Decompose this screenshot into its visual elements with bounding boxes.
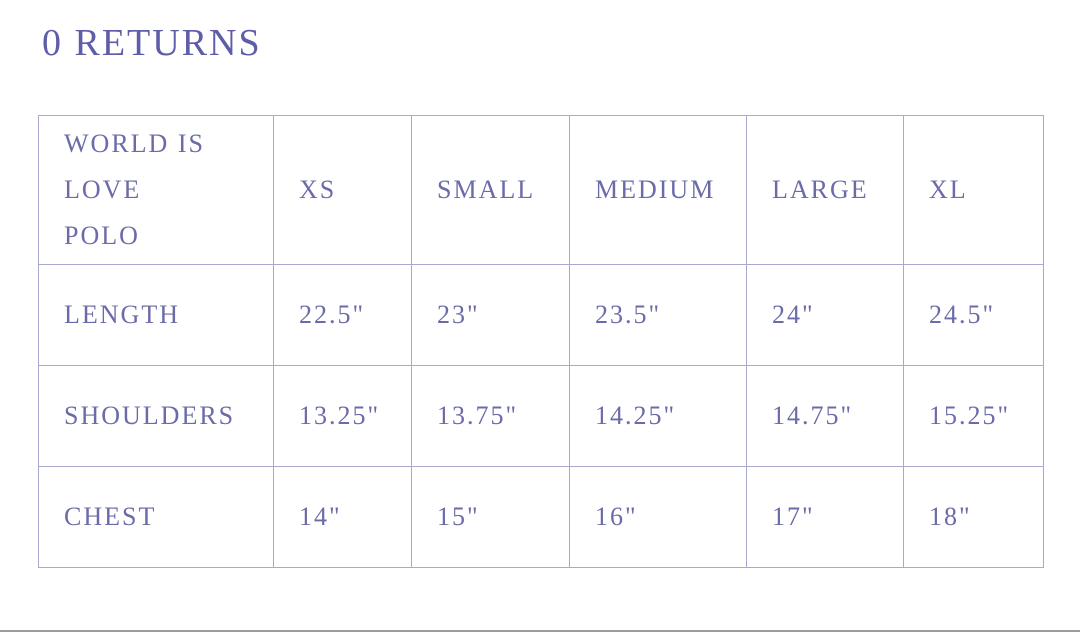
table-row-length: LENGTH 22.5" 23" 23.5" 24" 24.5" <box>38 264 1044 366</box>
length-large-value: 24" <box>746 264 904 366</box>
size-chart-table: WORLD IS LOVE POLO XS SMALL MEDIUM LARGE… <box>38 115 1044 568</box>
chest-small-value: 15" <box>411 466 570 568</box>
table-row-chest: CHEST 14" 15" 16" 17" 18" <box>38 466 1044 568</box>
chest-xl-value: 18" <box>903 466 1044 568</box>
row-label-length: LENGTH <box>38 264 274 366</box>
shoulders-small-value: 13.75" <box>411 365 570 467</box>
product-label: WORLD IS LOVE POLO <box>64 128 205 251</box>
shoulders-xl-value: 15.25" <box>903 365 1044 467</box>
bottom-divider <box>0 630 1080 632</box>
chest-medium-value: 16" <box>569 466 747 568</box>
length-medium-value: 23.5" <box>569 264 747 366</box>
length-xs-value: 22.5" <box>273 264 412 366</box>
product-label-cell: WORLD IS LOVE POLO <box>38 115 274 265</box>
table-row-shoulders: SHOULDERS 13.25" 13.75" 14.25" 14.75" 15… <box>38 365 1044 467</box>
chest-xs-value: 14" <box>273 466 412 568</box>
shoulders-large-value: 14.75" <box>746 365 904 467</box>
column-header-small: SMALL <box>411 115 570 265</box>
table-header-row: WORLD IS LOVE POLO XS SMALL MEDIUM LARGE… <box>38 115 1044 265</box>
chest-large-value: 17" <box>746 466 904 568</box>
column-header-xs: XS <box>273 115 412 265</box>
shoulders-medium-value: 14.25" <box>569 365 747 467</box>
length-small-value: 23" <box>411 264 570 366</box>
shoulders-xs-value: 13.25" <box>273 365 412 467</box>
page-title: 0 RETURNS <box>42 22 262 64</box>
column-header-large: LARGE <box>746 115 904 265</box>
column-header-xl: XL <box>903 115 1044 265</box>
length-xl-value: 24.5" <box>903 264 1044 366</box>
row-label-chest: CHEST <box>38 466 274 568</box>
column-header-medium: MEDIUM <box>569 115 747 265</box>
row-label-shoulders: SHOULDERS <box>38 365 274 467</box>
